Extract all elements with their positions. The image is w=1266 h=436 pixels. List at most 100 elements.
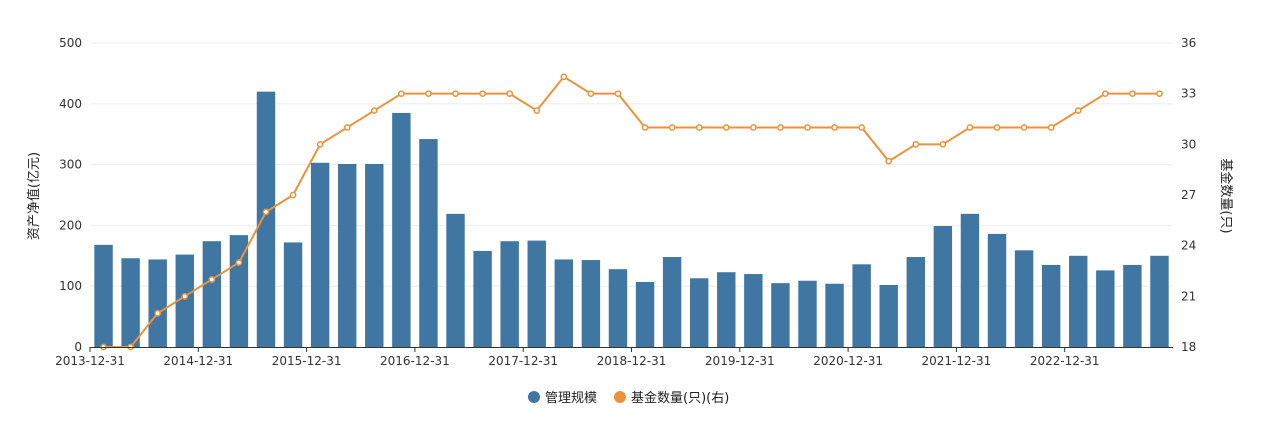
line-point bbox=[886, 159, 891, 164]
x-tick-label: 2021-12-31 bbox=[922, 354, 992, 368]
right-axis-ticks: 18 21 24 27 30 33 36 bbox=[1181, 36, 1196, 354]
left-tick-label: 500 bbox=[59, 36, 82, 50]
bar bbox=[1042, 265, 1060, 347]
legend-line-marker bbox=[614, 391, 626, 403]
bar bbox=[1096, 270, 1114, 347]
x-tick-label: 2015-12-31 bbox=[272, 354, 342, 368]
bar bbox=[690, 278, 708, 347]
x-tick-label: 2020-12-31 bbox=[813, 354, 883, 368]
right-tick-label: 33 bbox=[1181, 87, 1196, 101]
line-point bbox=[480, 91, 485, 96]
bar bbox=[825, 284, 843, 347]
x-tick-label: 2019-12-31 bbox=[705, 354, 775, 368]
bar bbox=[528, 241, 546, 347]
bar bbox=[148, 259, 166, 347]
bar bbox=[365, 164, 383, 347]
left-tick-label: 400 bbox=[59, 97, 82, 111]
right-tick-label: 21 bbox=[1181, 289, 1196, 303]
line-point bbox=[994, 125, 999, 130]
line-point bbox=[615, 91, 620, 96]
bar bbox=[988, 234, 1006, 347]
line-point bbox=[318, 142, 323, 147]
bar bbox=[392, 113, 410, 347]
line-point bbox=[588, 91, 593, 96]
bar bbox=[852, 264, 870, 347]
right-axis-title: 基金数量(只) bbox=[1218, 158, 1234, 233]
legend-item-bar[interactable]: 管理规模 bbox=[528, 391, 597, 406]
right-tick-label: 27 bbox=[1181, 188, 1196, 202]
left-tick-label: 200 bbox=[59, 218, 82, 232]
x-tick-label: 2014-12-31 bbox=[163, 354, 233, 368]
legend-item-line[interactable]: 基金数量(只)(右) bbox=[614, 390, 729, 406]
bar bbox=[121, 258, 139, 347]
right-tick-label: 30 bbox=[1181, 137, 1196, 151]
line-point bbox=[778, 125, 783, 130]
bar bbox=[582, 260, 600, 347]
right-tick-label: 36 bbox=[1181, 36, 1196, 50]
bar bbox=[1123, 265, 1141, 347]
line-point bbox=[670, 125, 675, 130]
axes bbox=[90, 347, 1173, 352]
legend: 管理规模 基金数量(只)(右) bbox=[528, 390, 729, 406]
line-point bbox=[967, 125, 972, 130]
line-point bbox=[561, 74, 566, 79]
bar bbox=[961, 214, 979, 347]
line-point bbox=[1157, 91, 1162, 96]
bar bbox=[284, 242, 302, 347]
line-point bbox=[453, 91, 458, 96]
bar bbox=[1015, 250, 1033, 347]
left-tick-label: 0 bbox=[74, 340, 82, 354]
left-axis-title: 资产净值(亿元) bbox=[26, 152, 42, 240]
line-point bbox=[1076, 108, 1081, 113]
bar bbox=[419, 139, 437, 347]
x-tick-label: 2018-12-31 bbox=[597, 354, 667, 368]
bar bbox=[798, 281, 816, 347]
bar bbox=[636, 282, 654, 347]
bar bbox=[311, 163, 329, 347]
x-tick-label: 2017-12-31 bbox=[488, 354, 558, 368]
x-tick-label: 2022-12-31 bbox=[1030, 354, 1100, 368]
line-point bbox=[832, 125, 837, 130]
line-point bbox=[1103, 91, 1108, 96]
line-point bbox=[236, 260, 241, 265]
line-point bbox=[859, 125, 864, 130]
line-point bbox=[1130, 91, 1135, 96]
left-tick-label: 100 bbox=[59, 279, 82, 293]
line-point bbox=[940, 142, 945, 147]
line-point bbox=[1021, 125, 1026, 130]
x-tick-label: 2016-12-31 bbox=[380, 354, 450, 368]
line-point bbox=[290, 192, 295, 197]
bar bbox=[744, 274, 762, 347]
line-point bbox=[751, 125, 756, 130]
grid-lines bbox=[90, 43, 1173, 286]
line-point bbox=[697, 125, 702, 130]
bar bbox=[446, 214, 464, 347]
right-tick-label: 24 bbox=[1181, 239, 1196, 253]
line-point bbox=[345, 125, 350, 130]
bar-series bbox=[94, 92, 1168, 347]
bar bbox=[473, 251, 491, 347]
x-axis-ticks: 2013-12-31 2014-12-31 2015-12-31 2016-12-31… bbox=[55, 354, 1099, 368]
bar bbox=[609, 269, 627, 347]
line-point bbox=[155, 311, 160, 316]
left-axis-ticks: 0 100 200 300 400 500 bbox=[59, 36, 82, 354]
bar bbox=[94, 245, 112, 347]
line-point bbox=[507, 91, 512, 96]
bar bbox=[1150, 256, 1168, 347]
line-point bbox=[209, 277, 214, 282]
line-point bbox=[399, 91, 404, 96]
line-point bbox=[1049, 125, 1054, 130]
line-point bbox=[724, 125, 729, 130]
line-point bbox=[913, 142, 918, 147]
bar bbox=[257, 92, 275, 347]
bar bbox=[203, 241, 221, 347]
bar bbox=[555, 259, 573, 347]
line-point bbox=[263, 209, 268, 214]
bar bbox=[663, 257, 681, 347]
legend-bar-label: 管理规模 bbox=[545, 391, 597, 406]
x-tick-label: 2013-12-31 bbox=[55, 354, 125, 368]
line-point bbox=[372, 108, 377, 113]
line-point bbox=[534, 108, 539, 113]
bar bbox=[880, 285, 898, 347]
